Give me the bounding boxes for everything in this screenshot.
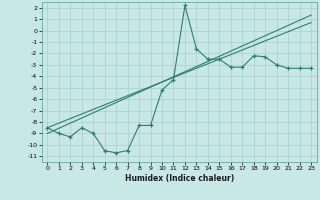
X-axis label: Humidex (Indice chaleur): Humidex (Indice chaleur)	[124, 174, 234, 183]
